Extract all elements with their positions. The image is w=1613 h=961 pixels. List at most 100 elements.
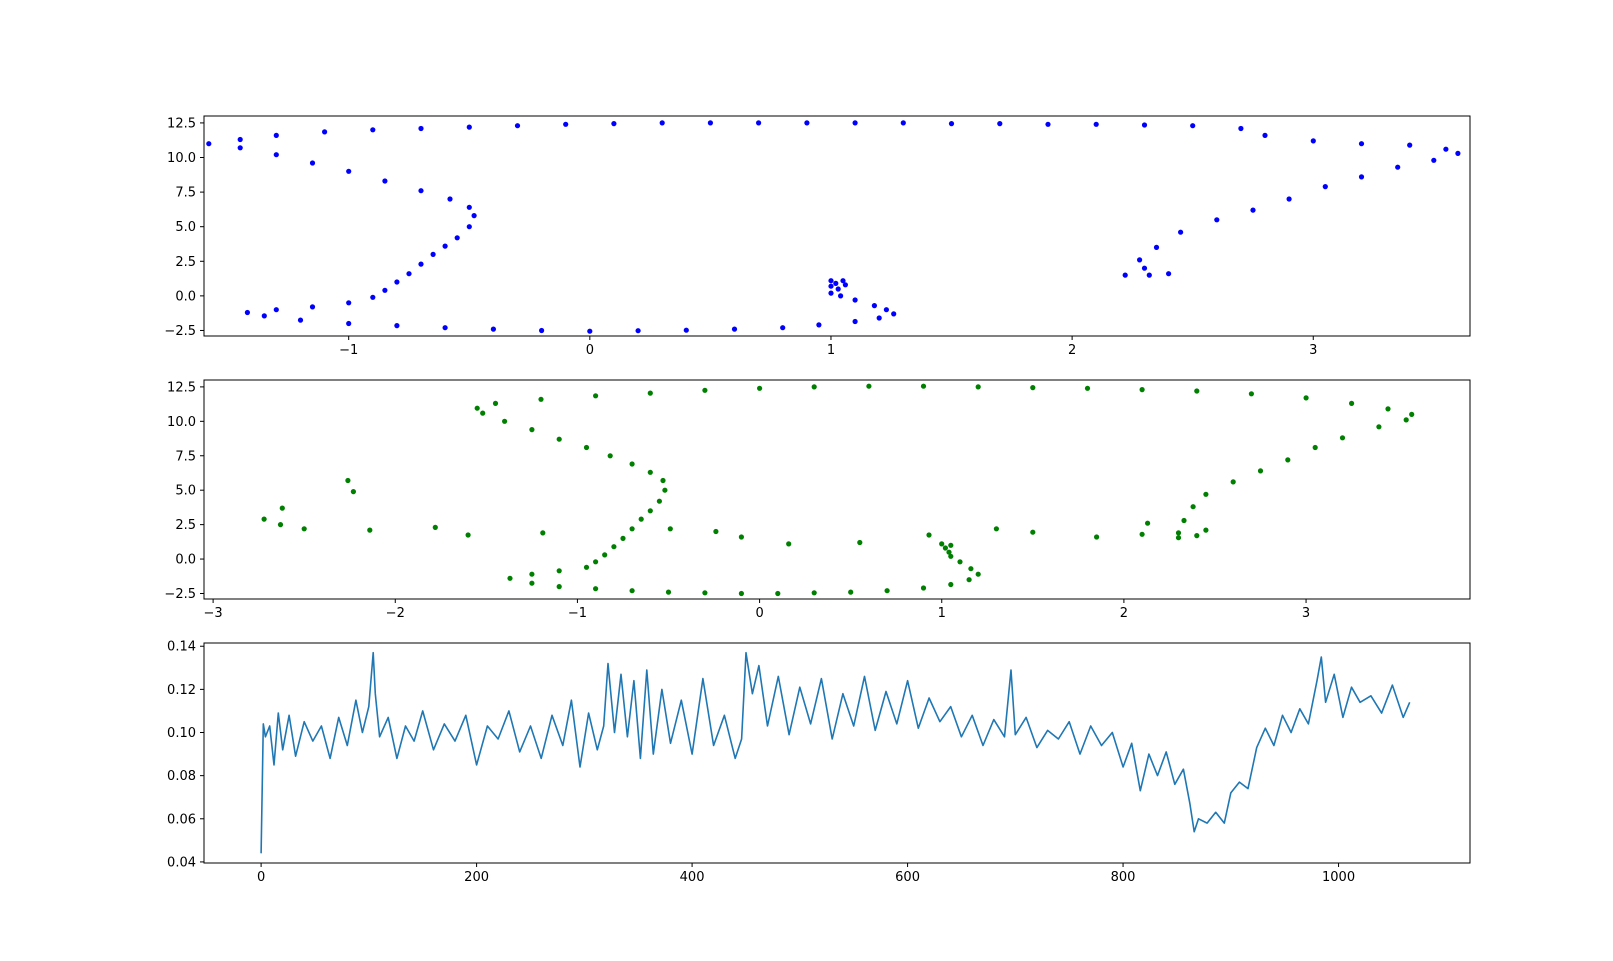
scatter-point	[1358, 174, 1365, 180]
scatter-point	[492, 400, 499, 406]
scatter-point	[939, 541, 945, 547]
scatter-point	[738, 534, 745, 540]
scatter-point	[1141, 122, 1148, 128]
y-tick-label: 12.5	[167, 380, 196, 395]
scatter-point	[833, 280, 839, 286]
x-tick-label: −2	[386, 606, 405, 621]
scatter-point	[206, 141, 212, 147]
scatter-point	[1190, 504, 1196, 510]
scatter-point	[660, 477, 666, 484]
scatter-point	[948, 121, 955, 127]
axes-frame	[203, 115, 1471, 337]
scatter-point	[647, 508, 653, 514]
scatter-point	[301, 526, 307, 532]
scatter-point	[757, 385, 763, 391]
scatter-point	[1443, 146, 1449, 152]
scatter-point	[1175, 535, 1182, 541]
scatter-point	[838, 293, 844, 299]
y-tick-label: −2.5	[164, 587, 196, 602]
scatter-point	[346, 168, 352, 174]
scatter-point	[1194, 388, 1200, 394]
scatter-point	[1250, 207, 1256, 213]
scatter-point	[273, 132, 279, 138]
scatter-point	[474, 405, 480, 411]
scatter-point	[1376, 424, 1382, 430]
x-tick-label: 3	[1309, 343, 1317, 358]
scatter-point	[1146, 272, 1152, 278]
scatter-point	[629, 461, 635, 467]
scatter-point	[418, 261, 424, 267]
scatter-point	[1094, 534, 1100, 540]
scatter-point	[811, 590, 817, 596]
scatter-point	[490, 326, 496, 332]
scatter-point	[811, 384, 817, 390]
scatter-point	[261, 313, 267, 319]
x-tick-label: 1000	[1322, 870, 1355, 885]
scatter-point	[514, 123, 521, 129]
scatter-point	[702, 590, 708, 596]
scatter-point	[556, 436, 562, 442]
y-tick-label: 0.0	[175, 553, 196, 568]
scatter-point	[322, 129, 328, 135]
scatter-point	[1141, 265, 1148, 271]
scatter-point	[382, 178, 388, 184]
scatter-point	[647, 390, 653, 396]
scatter-point	[563, 121, 569, 127]
scatter-point	[842, 282, 849, 288]
scatter-point	[786, 541, 792, 547]
x-tick-label: 200	[464, 870, 489, 885]
scatter-point	[629, 588, 635, 594]
y-tick-label: 7.5	[175, 449, 196, 464]
scatter-point	[297, 317, 304, 323]
scatter-point	[780, 325, 786, 331]
scatter-point	[1358, 141, 1365, 147]
x-tick-label: −3	[204, 606, 223, 621]
scatter-point	[957, 559, 963, 565]
y-tick-label: 7.5	[175, 186, 196, 201]
y-tick-label: 0.0	[175, 289, 196, 304]
scatter-point	[968, 566, 974, 572]
scatter-point	[656, 498, 663, 504]
scatter-point	[394, 323, 400, 329]
scatter-point	[502, 418, 508, 424]
scatter-point	[1303, 395, 1309, 401]
y-tick-label: 12.5	[167, 116, 196, 131]
scatter-point	[447, 196, 453, 202]
scatter-point	[370, 127, 376, 133]
x-tick-label: 0	[586, 343, 594, 358]
scatter-point	[273, 307, 279, 313]
scatter-point	[948, 581, 954, 588]
x-tick-label: 400	[680, 870, 705, 885]
scatter-point	[1403, 417, 1409, 423]
scatter-point	[529, 571, 535, 577]
scatter-point	[835, 286, 841, 292]
x-tick-label: 0	[755, 606, 763, 621]
scatter-point	[683, 327, 689, 333]
scatter-point	[394, 279, 400, 285]
scatter-point	[891, 311, 897, 317]
scatter-point	[1166, 271, 1172, 277]
scatter-point	[1385, 406, 1391, 412]
scatter-point	[1122, 272, 1128, 278]
scatter-point	[647, 469, 653, 475]
scatter-point	[466, 124, 472, 130]
scatter-point	[1257, 468, 1264, 474]
scatter-point	[466, 204, 472, 210]
scatter-point	[1030, 385, 1036, 391]
scatter-point	[876, 315, 882, 321]
scatter-point	[480, 410, 486, 416]
scatter-point	[635, 328, 641, 334]
scatter-point	[1203, 527, 1209, 533]
scatter-point	[1312, 444, 1318, 451]
scatter-point	[857, 539, 863, 546]
scatter-point	[583, 564, 590, 570]
scatter-point	[1322, 184, 1328, 190]
scatter-plot-blue: −1 0 1 2 3 −2.5 0.0 2.5 5.0 7.5 10.0 12.5	[164, 115, 1471, 358]
scatter-point	[1407, 142, 1413, 148]
scatter-point	[350, 489, 356, 495]
scatter-point	[659, 120, 665, 126]
scatter-point	[1045, 121, 1051, 127]
scatter-point	[1455, 150, 1461, 156]
scatter-point	[1194, 533, 1200, 539]
